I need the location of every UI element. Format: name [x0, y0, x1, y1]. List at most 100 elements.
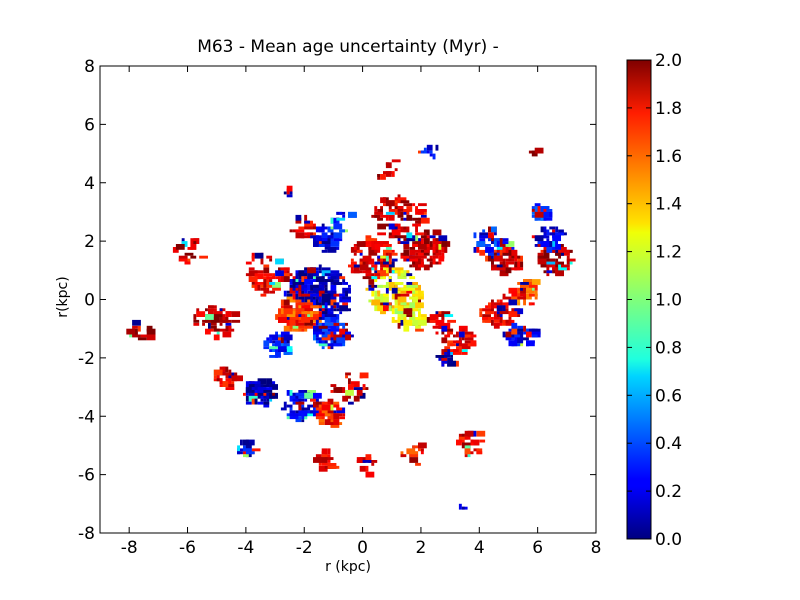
heatmap-cell [552, 249, 556, 253]
heatmap-cell [269, 258, 273, 262]
heatmap-cell [549, 226, 556, 230]
heatmap-cell [453, 334, 456, 338]
heatmap-cell [406, 305, 410, 312]
heatmap-cell [263, 279, 267, 282]
heatmap-cell [193, 322, 200, 326]
heatmap-cell [391, 293, 398, 300]
heatmap-cell [289, 282, 296, 285]
heatmap-cell [318, 296, 322, 303]
heatmap-cell [531, 279, 541, 285]
heatmap-cell [330, 217, 334, 224]
heatmap-cell [418, 255, 427, 259]
heatmap-cell [359, 387, 366, 390]
heatmap-cell [234, 375, 243, 382]
heatmap-cell [321, 334, 328, 338]
heatmap-cell [137, 325, 141, 332]
heatmap-cell [403, 325, 410, 332]
heatmap-cell [283, 337, 290, 341]
heatmap-cell [321, 232, 328, 239]
heatmap-cell [415, 462, 421, 466]
heatmap-cell [365, 273, 372, 279]
heatmap-cell [193, 241, 197, 244]
heatmap-cell [333, 387, 343, 393]
heatmap-cell [283, 305, 293, 312]
heatmap-cell [537, 244, 541, 247]
heatmap-cell [409, 249, 416, 256]
x-tick-label: -8 [121, 538, 138, 558]
heatmap-cell [362, 384, 366, 387]
heatmap-cell [283, 299, 290, 306]
heatmap-cell [385, 200, 395, 207]
heatmap-cell [409, 258, 419, 262]
x-tick-label: -2 [296, 538, 313, 558]
heatmap-cell [420, 150, 424, 154]
heatmap-cell [555, 258, 559, 262]
heatmap-cell [213, 311, 223, 315]
heatmap-cell [269, 337, 273, 344]
heatmap-cell [482, 317, 491, 320]
heatmap-cell [321, 226, 328, 230]
heatmap-cell [418, 150, 421, 154]
heatmap-cell [464, 337, 474, 341]
heatmap-cell [205, 314, 214, 320]
heatmap-cell [470, 442, 474, 446]
heatmap-cell [260, 384, 270, 387]
heatmap-cell [315, 276, 325, 282]
heatmap-cell [406, 314, 413, 317]
heatmap-cell [205, 328, 211, 335]
heatmap-cell [313, 328, 322, 335]
heatmap-cell [304, 214, 308, 221]
heatmap-cell [292, 293, 296, 300]
heatmap-cell [526, 340, 535, 347]
heatmap-cell [502, 319, 506, 326]
heatmap-cell [476, 241, 486, 247]
heatmap-cell [403, 273, 413, 277]
heatmap-cell [423, 247, 430, 253]
heatmap-cell [391, 209, 398, 212]
heatmap-cell [330, 305, 334, 312]
heatmap-cell [318, 264, 322, 271]
heatmap-cell [482, 308, 491, 312]
heatmap-cell [324, 287, 328, 294]
heatmap-cell [289, 279, 296, 282]
heatmap-cell [315, 401, 322, 405]
heatmap-cell [280, 273, 290, 279]
heatmap-cell [318, 270, 322, 274]
heatmap-cell [196, 308, 200, 315]
heatmap-cell [318, 322, 322, 326]
heatmap-cell [473, 247, 477, 253]
heatmap-cell [406, 238, 416, 242]
heatmap-cell [520, 282, 529, 285]
heatmap-cell [269, 346, 278, 350]
heatmap-cell [388, 214, 395, 221]
heatmap-cell [254, 270, 264, 274]
heatmap-cell [403, 308, 413, 315]
heatmap-cell [441, 337, 448, 344]
heatmap-cell [350, 258, 354, 262]
heatmap-cell [339, 211, 343, 215]
heatmap-cell [420, 217, 430, 224]
heatmap-cell [342, 413, 346, 417]
heatmap-cell [286, 346, 293, 352]
heatmap-cell [280, 407, 287, 411]
heatmap-cell [426, 235, 436, 239]
heatmap-cell [359, 392, 366, 399]
heatmap-cell [444, 328, 454, 332]
heatmap-cell [298, 282, 305, 285]
heatmap-cell [175, 244, 185, 250]
heatmap-cell [423, 252, 430, 256]
heatmap-cell [315, 407, 325, 411]
heatmap-cell [208, 308, 214, 315]
heatmap-cell [499, 261, 503, 265]
heatmap-cell [388, 209, 395, 212]
heatmap-cell [420, 235, 427, 239]
heatmap-cell [374, 211, 384, 215]
heatmap-cell [488, 235, 491, 242]
heatmap-cell [324, 314, 328, 317]
heatmap-cell [540, 226, 544, 233]
heatmap-cell [397, 273, 407, 279]
heatmap-cell [464, 433, 468, 440]
heatmap-cell [488, 232, 494, 239]
heatmap-cell [208, 305, 214, 309]
heatmap-cell [420, 214, 427, 218]
